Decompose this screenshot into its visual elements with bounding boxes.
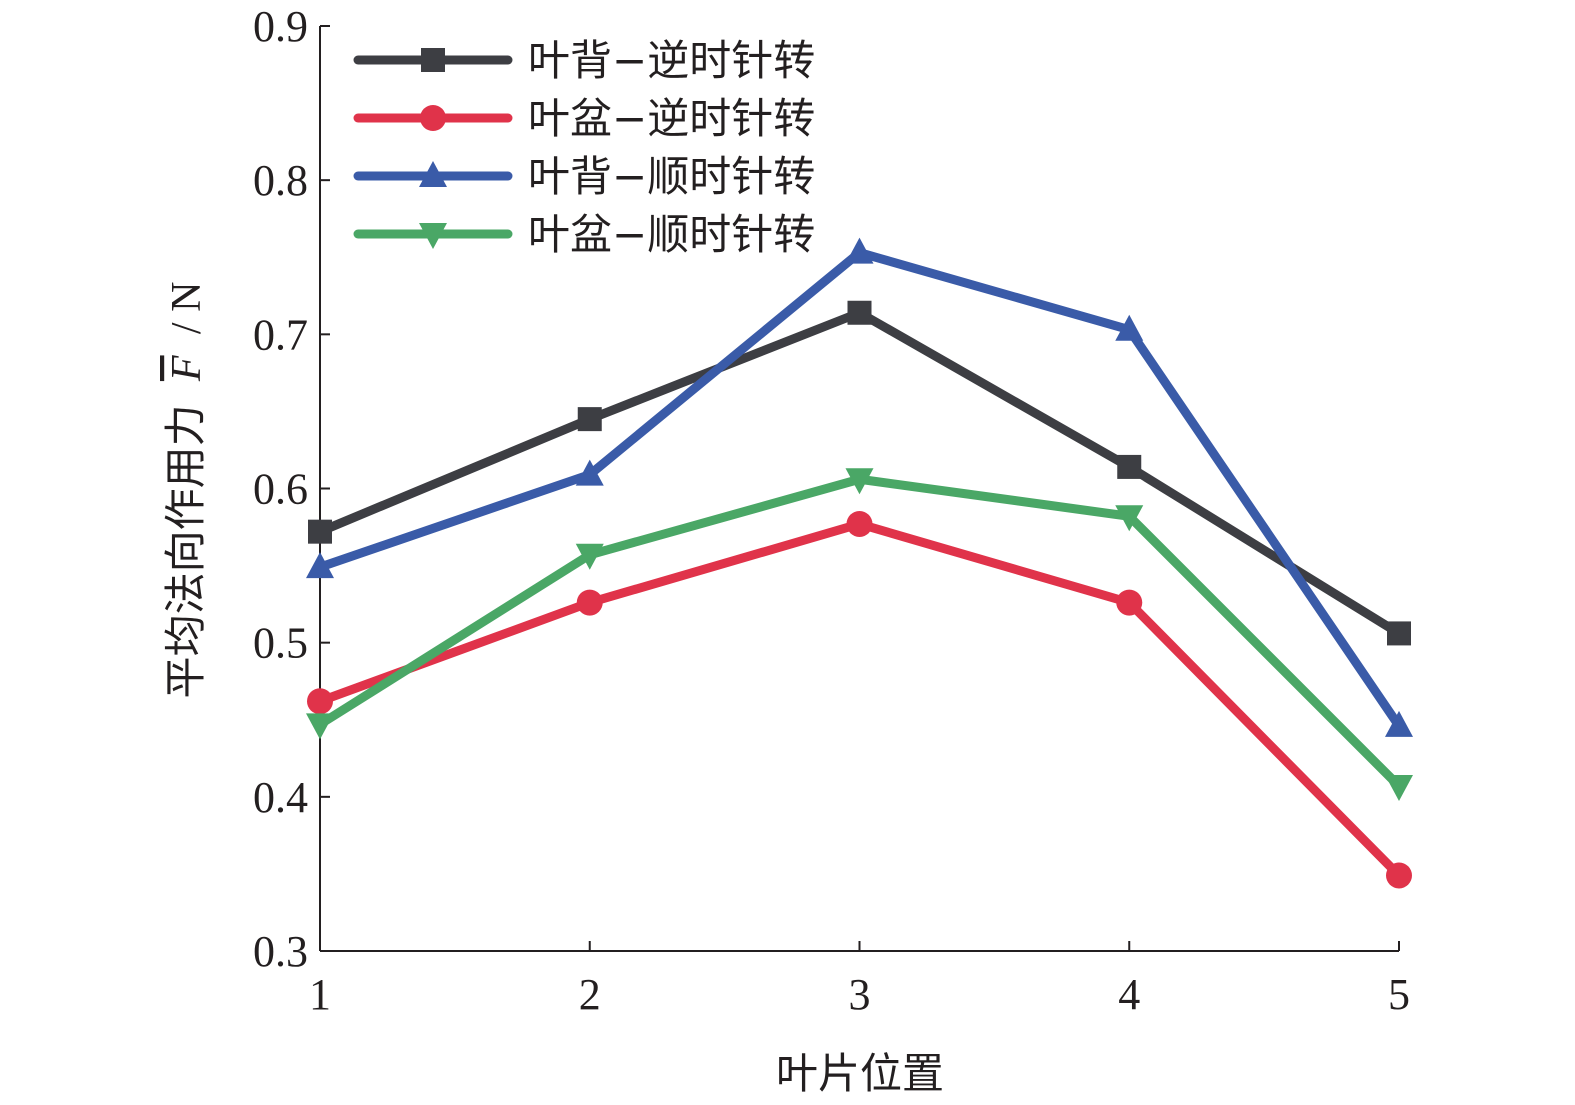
y-tick-label: 0.4 xyxy=(253,773,308,822)
data-point-marker xyxy=(1115,505,1144,532)
series-1 xyxy=(308,300,1411,646)
y-axis-title-symbol: F xyxy=(164,355,210,382)
legend-marker xyxy=(420,105,446,131)
x-ticks: 1 2 3 4 5 xyxy=(309,941,1410,1019)
data-point-marker xyxy=(1116,589,1143,616)
x-tick-label: 4 xyxy=(1118,970,1140,1019)
y-tick-label: 0.3 xyxy=(253,927,308,976)
legend-label: 叶背−逆时针转 xyxy=(528,36,815,85)
data-point-marker xyxy=(307,688,333,715)
y-tick-label: 0.7 xyxy=(253,310,308,359)
data-point-marker xyxy=(577,407,602,432)
x-tick-label: 3 xyxy=(849,970,871,1019)
legend-item: 叶背−逆时针转 xyxy=(353,36,815,85)
data-point-marker xyxy=(845,237,874,264)
y-axis-title: 平均法向作用力 F / N xyxy=(161,282,210,699)
data-point-marker xyxy=(1385,710,1413,737)
series-line xyxy=(315,519,1404,880)
y-tick-label: 0.5 xyxy=(253,619,308,668)
x-axis-title: 叶片位置 xyxy=(776,1049,944,1098)
legend-label: 叶盆−逆时针转 xyxy=(528,94,815,143)
y-ticks: 0.3 0.4 0.5 0.6 0.7 0.8 0.9 xyxy=(253,2,330,976)
data-point-marker xyxy=(1387,621,1411,646)
data-point-marker xyxy=(576,589,603,616)
legend-marker xyxy=(421,48,445,72)
series-2 xyxy=(307,510,1412,889)
x-tick-label: 5 xyxy=(1388,970,1410,1019)
legend-label: 叶盆−顺时针转 xyxy=(528,210,815,259)
x-tick-label: 1 xyxy=(309,970,331,1019)
data-point-marker xyxy=(847,300,872,325)
data-point-marker xyxy=(1115,314,1144,341)
y-tick-label: 0.8 xyxy=(253,156,308,205)
legend-item: 叶背−顺时针转 xyxy=(353,152,815,201)
x-tick-label: 2 xyxy=(579,970,601,1019)
y-axis-title-unit: / N xyxy=(164,282,210,335)
series-layer xyxy=(306,237,1413,889)
svg-text:平均法向作用力 F / N: 平均法向作用力 F / N xyxy=(161,282,210,699)
series-4 xyxy=(306,468,1413,802)
data-point-marker xyxy=(845,468,874,495)
series-3 xyxy=(306,237,1413,737)
data-point-marker xyxy=(575,543,604,570)
data-point-marker xyxy=(306,552,334,579)
legend-marker xyxy=(419,161,447,187)
data-point-marker xyxy=(308,519,332,544)
data-point-marker xyxy=(1386,862,1412,889)
data-point-marker xyxy=(575,459,604,486)
data-point-marker xyxy=(846,510,873,537)
data-point-marker xyxy=(1117,454,1142,479)
data-point-marker xyxy=(1385,775,1413,802)
data-point-marker xyxy=(306,713,334,740)
legend-item: 叶盆−顺时针转 xyxy=(353,210,815,259)
y-axis-title-text: 平均法向作用力 xyxy=(161,404,210,698)
y-tick-label: 0.9 xyxy=(253,2,308,51)
legend-item: 叶盆−逆时针转 xyxy=(353,94,815,143)
y-tick-label: 0.6 xyxy=(253,465,308,514)
legend-marker xyxy=(419,223,447,249)
legend-label: 叶背−顺时针转 xyxy=(528,152,815,201)
